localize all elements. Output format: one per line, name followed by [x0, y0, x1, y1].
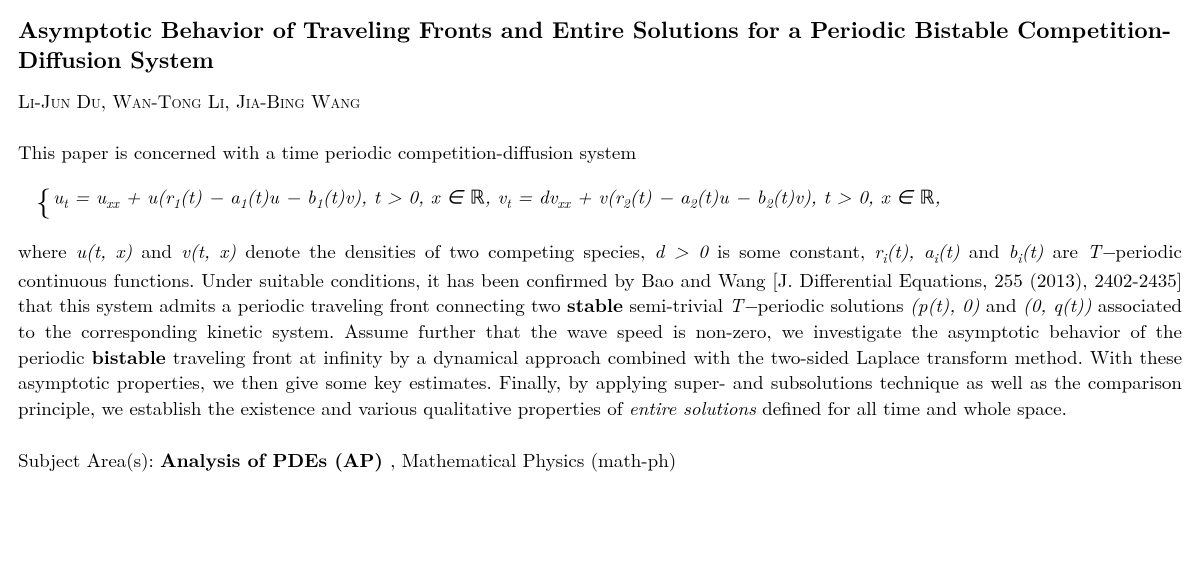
subject-primary: Analysis of PDEs (AP) [160, 445, 390, 473]
subject-secondary: , Mathematical Physics (math-ph) [390, 446, 676, 473]
left-brace: { [36, 179, 51, 220]
paper-title: Asymptotic Behavior of Traveling Fronts … [18, 14, 1182, 74]
abstract-text: where u(t, x) and v(t, x) denote the den… [18, 238, 1182, 421]
equation-system: {ut = uxx + u(r1(t) − a1(t)u − b1(t)v), … [36, 179, 1182, 220]
authors: Li-Jun Du, Wan-Tong Li, Jia-Bing Wang [18, 88, 1182, 114]
subject-label: Subject Area(s): [18, 446, 160, 473]
intro-text: This paper is concerned with a time peri… [18, 139, 1182, 165]
subject-area: Subject Area(s): Analysis of PDEs (AP) ,… [18, 447, 1182, 473]
